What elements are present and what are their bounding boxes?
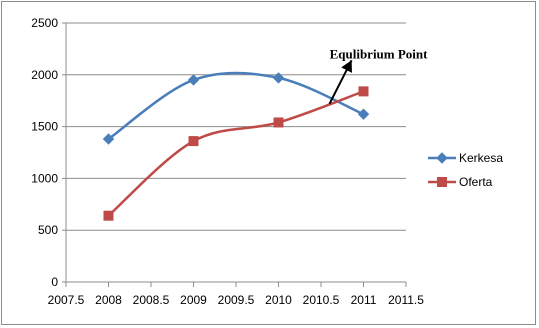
legend-marker-oferta (437, 177, 447, 187)
x-tick-label: 2008.5 (133, 293, 170, 307)
series-group (102, 71, 370, 221)
legend-label-kerkesa: Kerkesa (459, 151, 503, 165)
x-tick-label: 2009.5 (218, 293, 255, 307)
data-point-oferta (103, 210, 114, 221)
x-tick-label: 2010.5 (303, 293, 340, 307)
series-line-oferta (107, 90, 364, 217)
data-point-oferta (358, 86, 369, 97)
data-point-kerkesa (272, 72, 285, 84)
y-tick-label: 2000 (31, 68, 58, 82)
legend-marker-kerkesa (436, 152, 448, 164)
annotation-text: Equlibrium Point (330, 46, 429, 61)
data-point-oferta (188, 136, 199, 147)
data-point-kerkesa (102, 133, 115, 145)
x-tick-label: 2008 (95, 293, 122, 307)
y-tick-label: 2500 (31, 16, 58, 30)
x-tick-label: 2007.5 (48, 293, 85, 307)
data-point-kerkesa (357, 108, 370, 120)
data-point-oferta (273, 117, 284, 128)
y-tick-label: 1000 (31, 171, 58, 185)
series-line-kerkesa (107, 71, 364, 141)
annotation-arrowhead (341, 60, 352, 73)
legend: Kerkesa Oferta (428, 151, 503, 189)
y-tick-label: 0 (51, 275, 58, 289)
data-point-kerkesa (187, 74, 200, 86)
x-tick-label: 2009 (180, 293, 207, 307)
y-tick-label: 1500 (31, 120, 58, 134)
y-tick-label: 500 (38, 223, 58, 237)
legend-label-oferta: Oferta (459, 175, 493, 189)
x-tick-label: 2010 (265, 293, 292, 307)
tick-labels: 0 500 1000 1500 2000 2500 2007.5 2008 2008.5 2009… (31, 16, 424, 307)
x-tick-label: 2011 (351, 293, 377, 307)
axes (62, 22, 407, 287)
annotation: Equlibrium Point (328, 46, 429, 105)
x-tick-label: 2011.5 (388, 293, 424, 307)
